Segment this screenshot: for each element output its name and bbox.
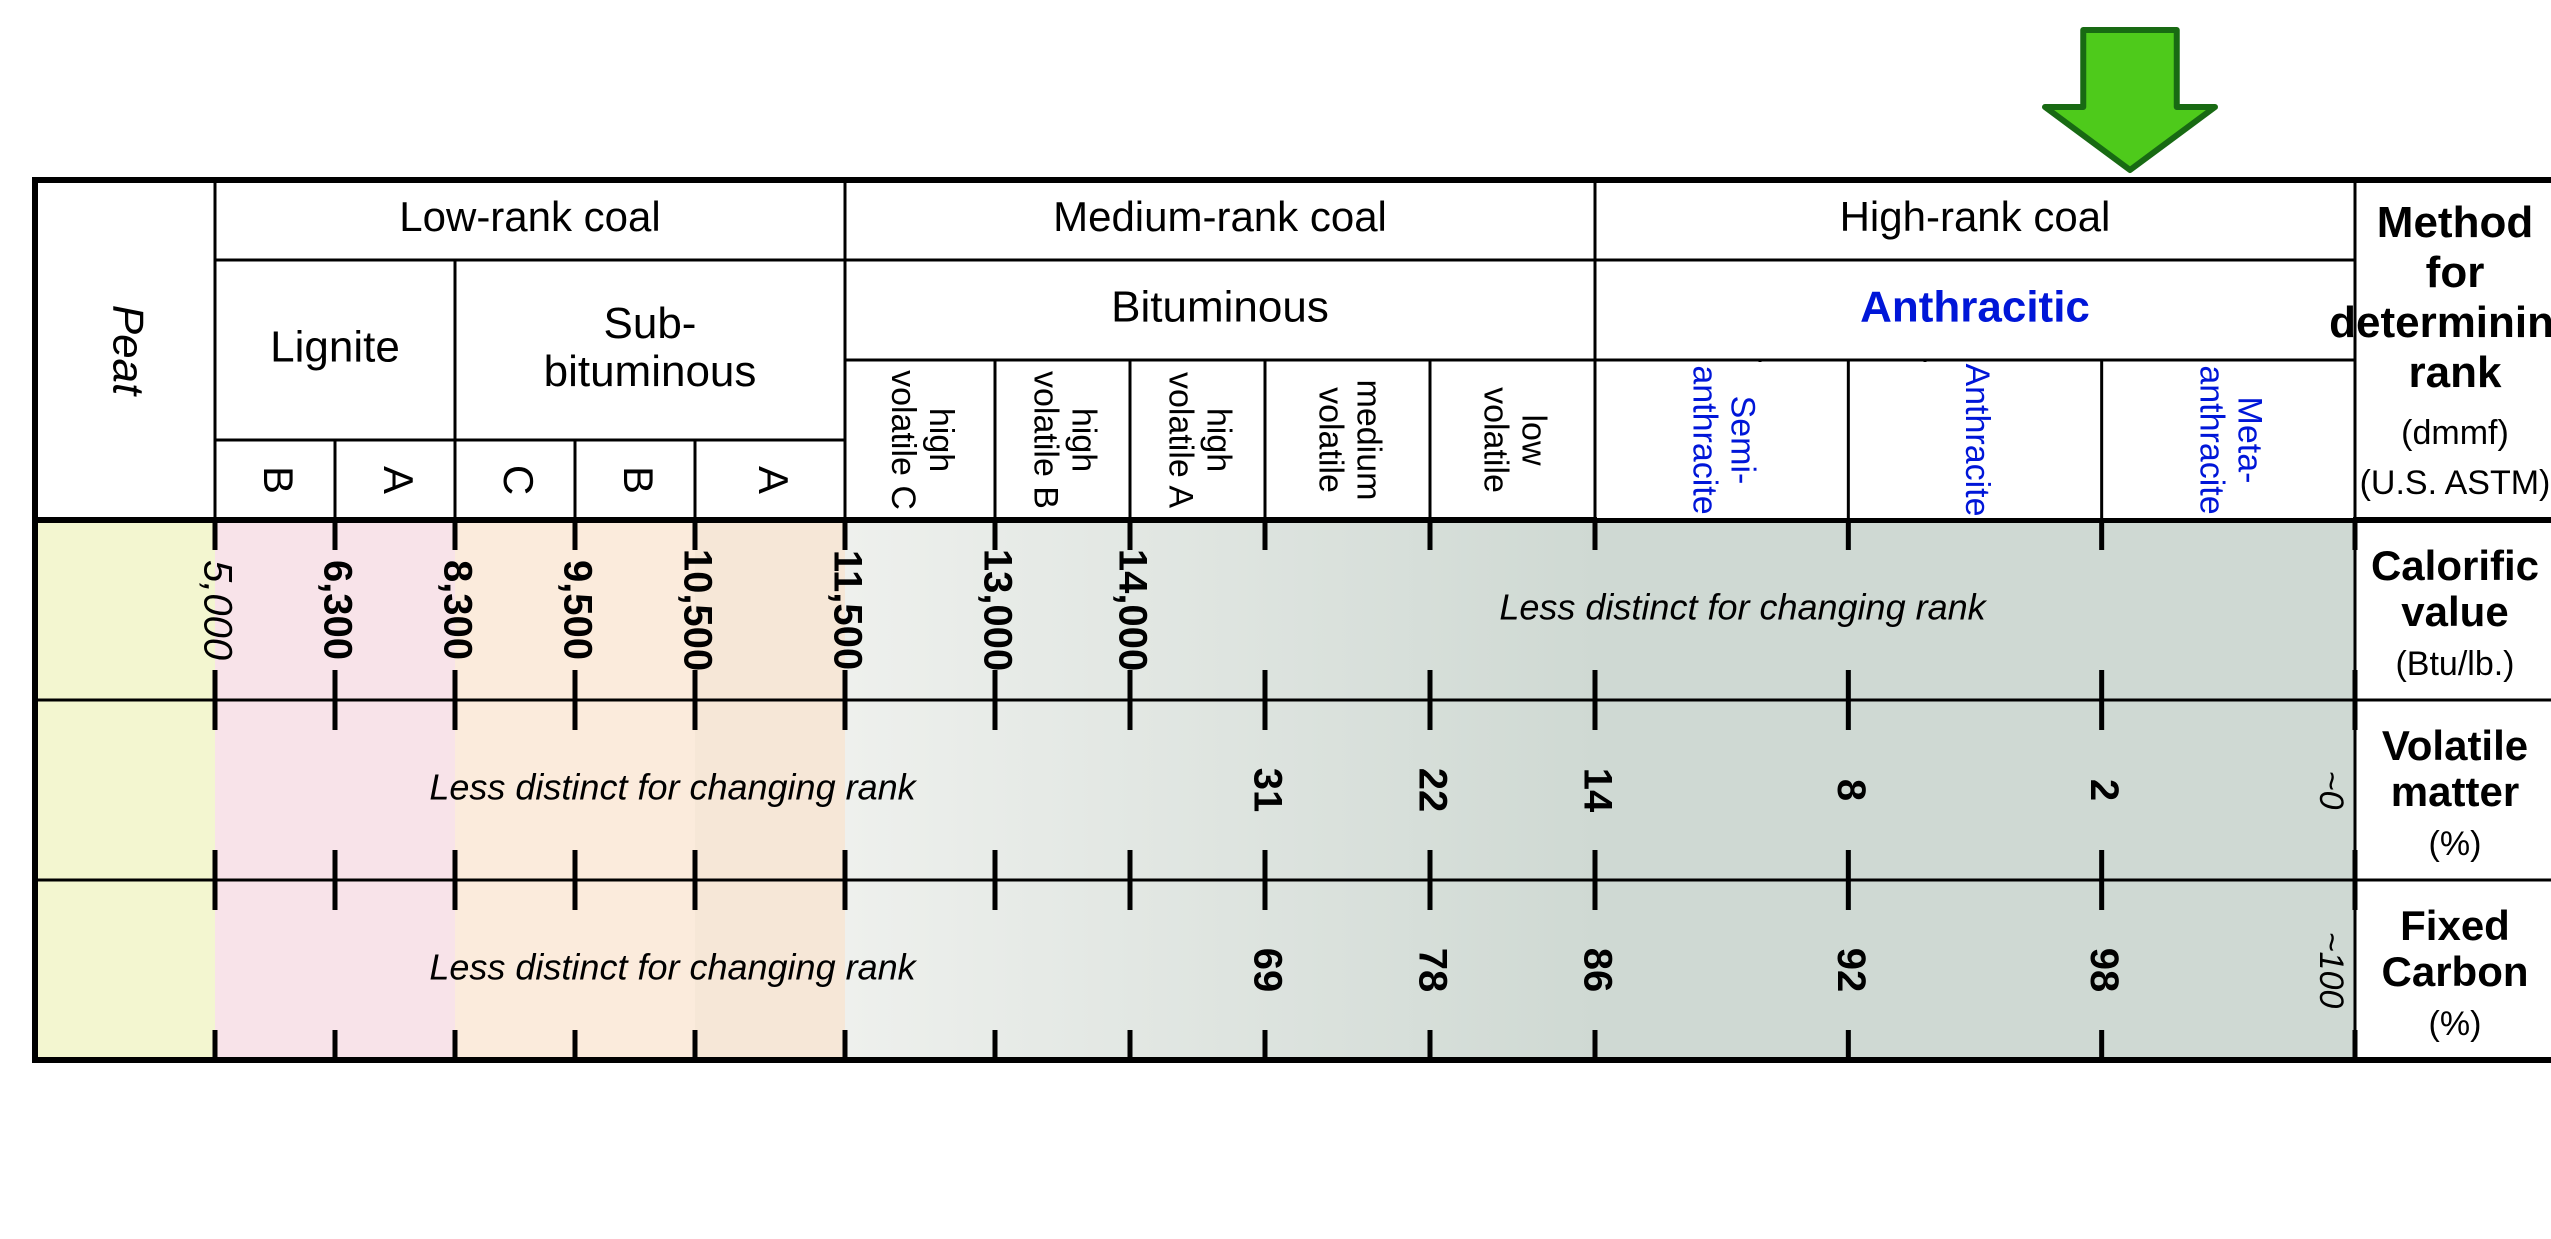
subbit-a-label: A [750, 466, 797, 494]
volatile-val-10: 22 [1410, 768, 1454, 813]
calorific-val-2: 6,300 [315, 560, 359, 660]
calorific-note: Less distinct for changing rank [1499, 587, 1987, 628]
calorific-unit: (Btu/lb.) [2395, 645, 2514, 683]
anthracite-sub-1: Anthracite [1958, 363, 1996, 516]
fixed-carbon-val-11: 86 [1575, 948, 1619, 993]
volatile-val-16: ~0 [2312, 771, 2350, 810]
volatile-val-13: 2 [2082, 779, 2126, 801]
peat-label: Peat [103, 305, 152, 397]
method-sub2: (U.S. ASTM) [2360, 464, 2551, 502]
coal-rank-diagram: Peat Low-rank coal Medium-rank coal High-ra… [20, 20, 2551, 1219]
calorific-val-6: 11,500 [825, 550, 869, 670]
subbit-b-label: B [615, 466, 662, 494]
lignite-a-label: A [375, 466, 422, 494]
calorific-val-8: 14,000 [1110, 549, 1154, 671]
high-rank-label: High-rank coal [1840, 193, 2111, 240]
bituminous-label: Bituminous [1111, 283, 1329, 332]
calorific-val-4: 9,500 [555, 560, 599, 660]
low-rank-label: Low-rank coal [399, 193, 660, 240]
lignite-b-label: B [255, 466, 302, 494]
fixed-carbon-note: Less distinct for changing rank [429, 947, 917, 988]
medium-rank-label: Medium-rank coal [1053, 193, 1387, 240]
volatile-val-9: 31 [1245, 768, 1289, 813]
bituminous-sub-3: mediumvolatile [1312, 380, 1388, 501]
fixed-carbon-val-12: 92 [1829, 948, 1873, 993]
fixed-carbon-val-16: ~100 [2312, 932, 2350, 1009]
calorific-val-1: 5,000 [195, 560, 239, 660]
volatile-val-11: 14 [1575, 768, 1619, 813]
diagram-svg: Peat Low-rank coal Medium-rank coal High-ra… [20, 20, 2551, 1219]
method-sub1: (dmmf) [2401, 414, 2509, 452]
fixed-carbon-val-10: 78 [1410, 948, 1454, 993]
fixed-carbon-unit: (%) [2429, 1005, 2482, 1043]
calorific-val-3: 8,300 [435, 560, 479, 660]
subbit-c-label: C [495, 465, 542, 495]
volatile-note: Less distinct for changing rank [429, 767, 917, 808]
volatile-val-12: 8 [1829, 779, 1873, 801]
volatile-unit: (%) [2429, 825, 2482, 863]
lignite-label: Lignite [270, 323, 400, 372]
calorific-val-7: 13,000 [975, 549, 1019, 671]
fixed-carbon-val-13: 98 [2082, 948, 2126, 993]
anthracitic-label: Anthracitic [1860, 283, 2090, 332]
volatile-title: Volatilematter [2382, 722, 2528, 815]
fixed-carbon-val-9: 69 [1245, 948, 1289, 993]
calorific-val-5: 10,500 [675, 549, 719, 671]
fixed-carbon-title: FixedCarbon [2382, 902, 2529, 995]
green-arrow-icon [2045, 30, 2215, 170]
